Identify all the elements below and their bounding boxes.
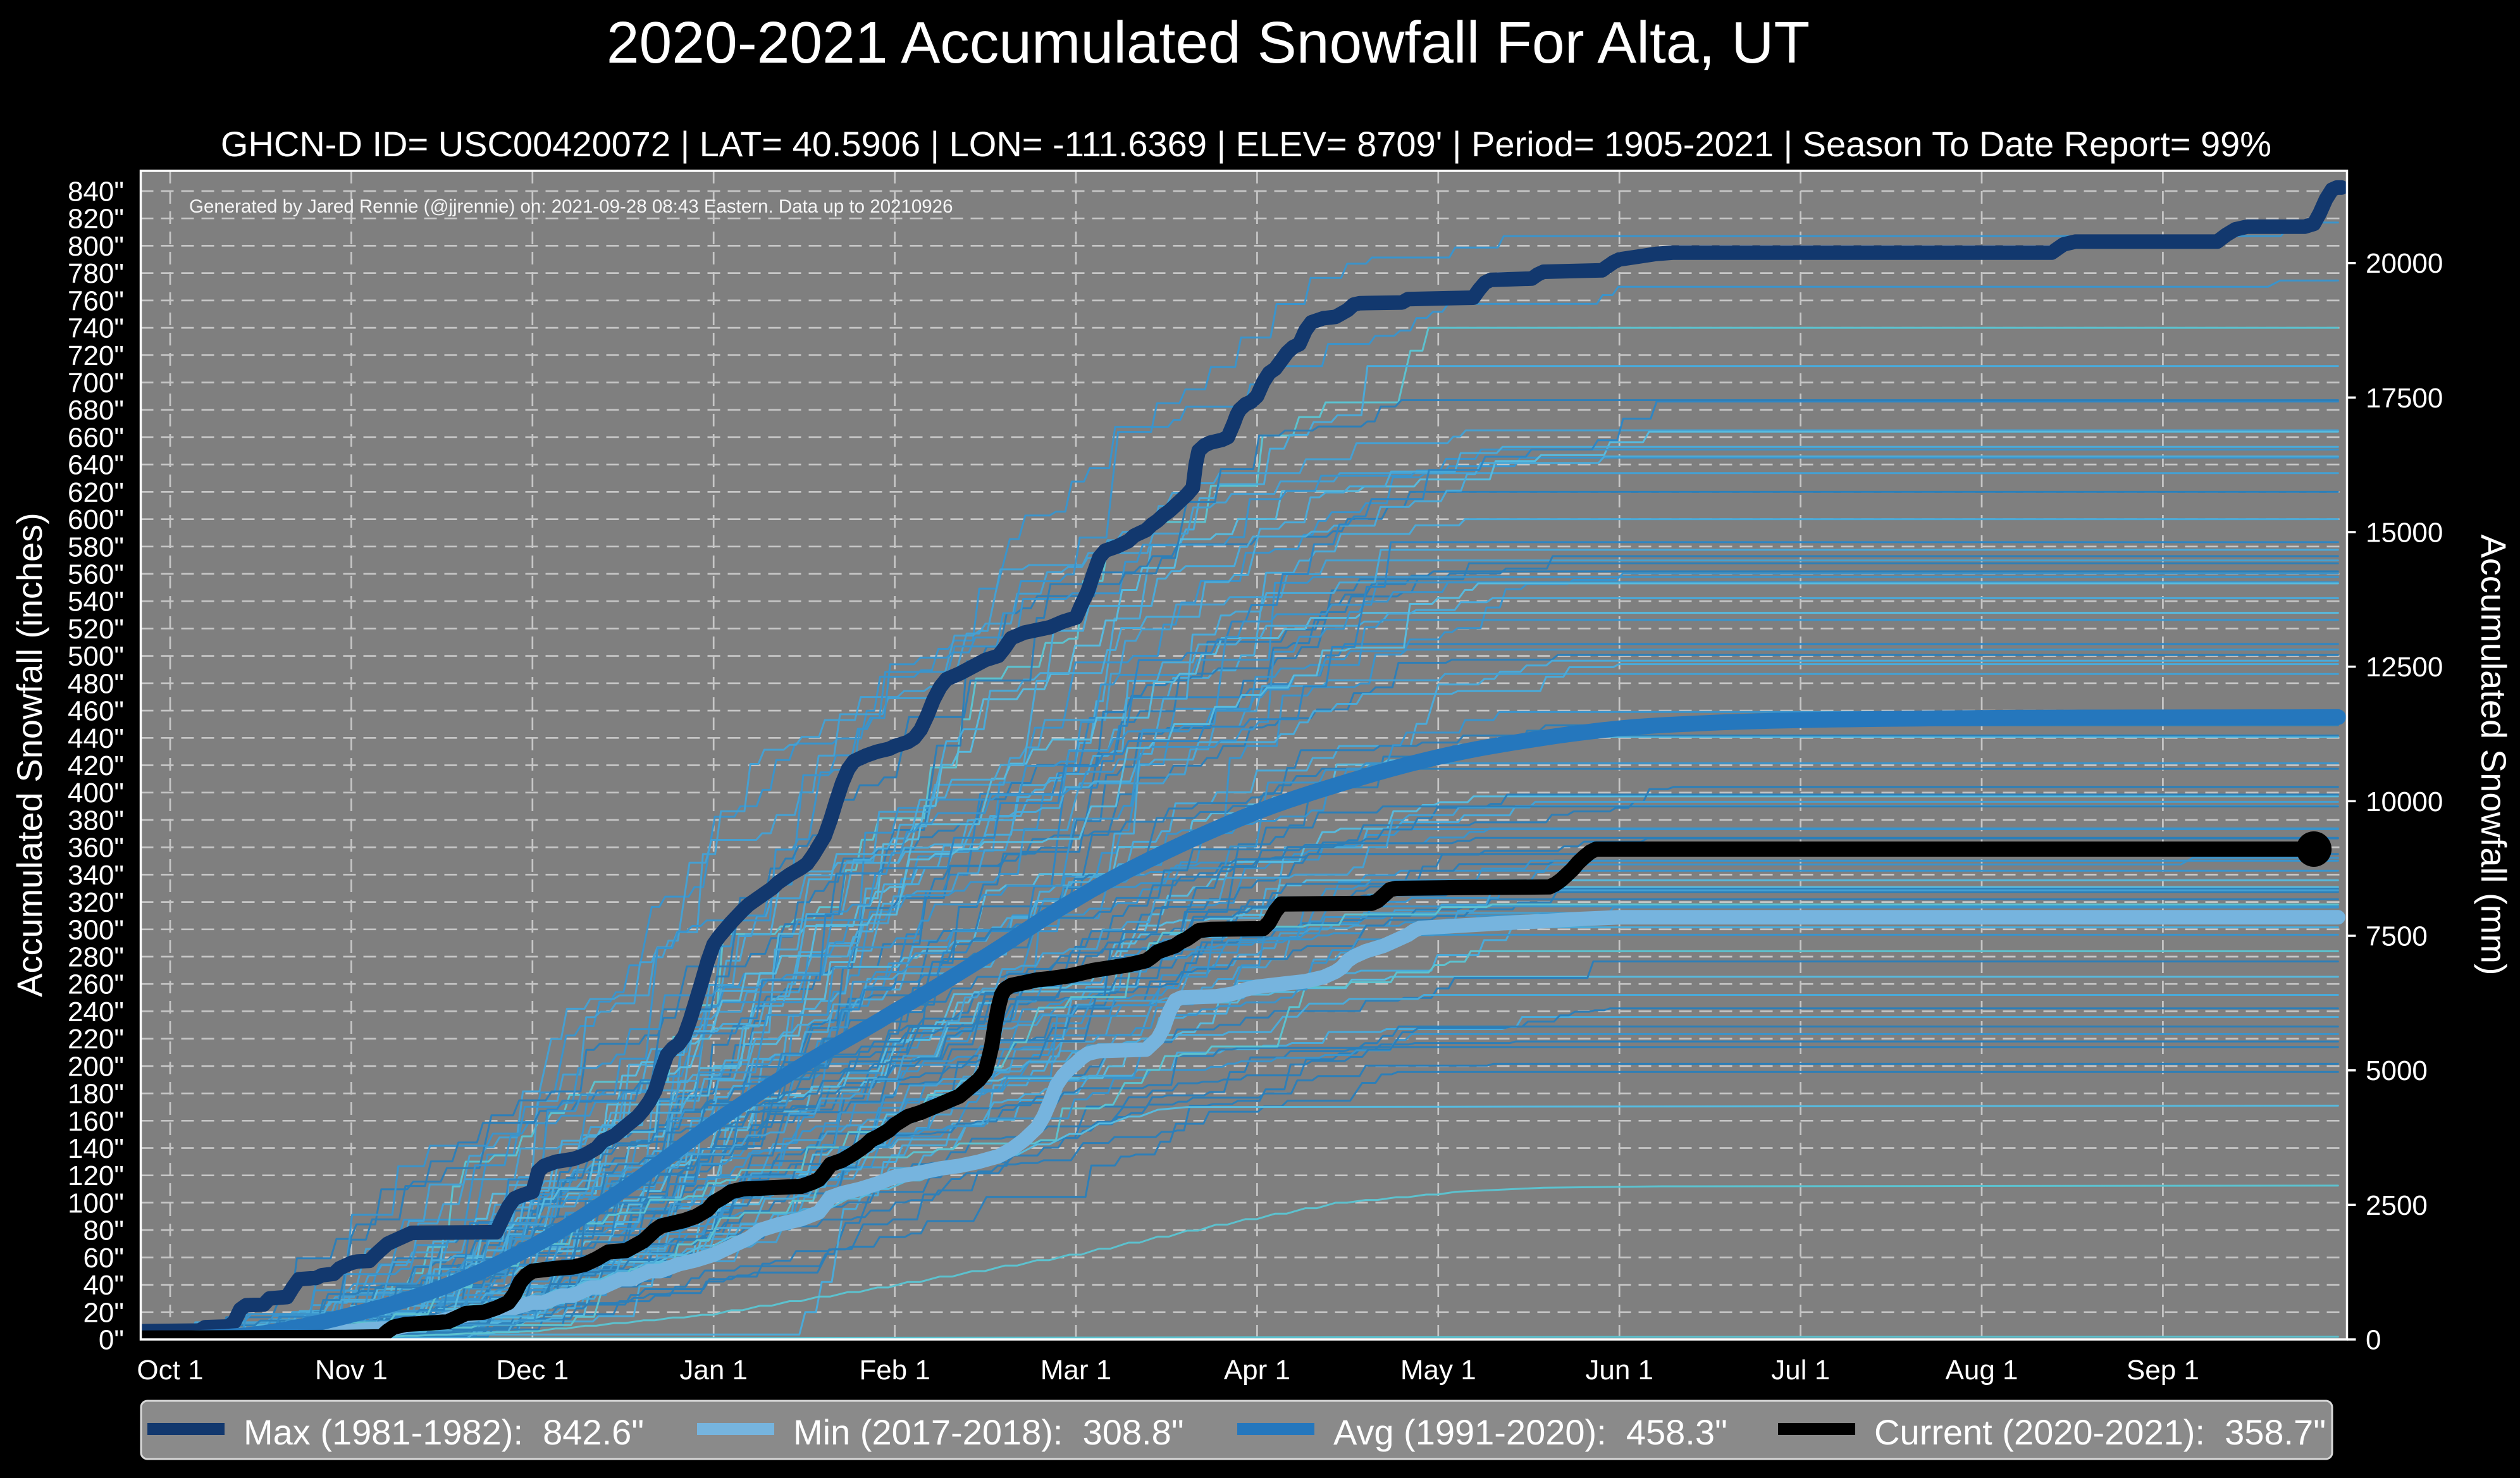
svg-text:Apr 1: Apr 1 (1224, 1355, 1290, 1386)
svg-text:40": 40" (83, 1270, 124, 1301)
svg-text:Aug 1: Aug 1 (1946, 1355, 2018, 1386)
svg-text:780": 780" (68, 258, 124, 289)
svg-text:Min (2017-2018): 308.8": Min (2017-2018): 308.8" (793, 1412, 1184, 1452)
svg-text:Feb 1: Feb 1 (859, 1355, 930, 1386)
svg-text:Dec 1: Dec 1 (496, 1355, 569, 1386)
svg-text:80": 80" (83, 1215, 124, 1246)
svg-text:420": 420" (68, 750, 124, 781)
svg-text:820": 820" (68, 204, 124, 235)
svg-text:Generated by Jared Rennie (@jj: Generated by Jared Rennie (@jjrennie) on… (189, 196, 953, 217)
svg-text:12500: 12500 (2366, 652, 2443, 683)
svg-text:0: 0 (2366, 1325, 2381, 1356)
svg-text:160": 160" (68, 1106, 124, 1137)
svg-text:440": 440" (68, 723, 124, 754)
svg-text:760": 760" (68, 285, 124, 316)
svg-text:GHCN-D ID= USC00420072 | LAT=: GHCN-D ID= USC00420072 | LAT= 40.5906 | … (221, 124, 2271, 164)
svg-text:180": 180" (68, 1079, 124, 1110)
svg-text:May 1: May 1 (1400, 1355, 1476, 1386)
svg-text:Jun 1: Jun 1 (1585, 1355, 1653, 1386)
svg-text:380": 380" (68, 805, 124, 836)
svg-text:Nov 1: Nov 1 (315, 1355, 388, 1386)
svg-text:15000: 15000 (2366, 518, 2443, 549)
svg-text:2020-2021 Accumulated Snowfall: 2020-2021 Accumulated Snowfall For Alta,… (607, 9, 1810, 75)
svg-text:120": 120" (68, 1160, 124, 1191)
svg-text:Sep 1: Sep 1 (2127, 1355, 2199, 1386)
svg-text:Mar 1: Mar 1 (1041, 1355, 1111, 1386)
svg-text:Current (2020-2021): 358.7": Current (2020-2021): 358.7" (1874, 1412, 2326, 1452)
svg-text:540": 540" (68, 587, 124, 618)
svg-text:Accumulated Snowfall (inches): Accumulated Snowfall (inches) (9, 512, 49, 997)
svg-text:300": 300" (68, 914, 124, 945)
svg-text:800": 800" (68, 231, 124, 262)
svg-text:5000: 5000 (2366, 1055, 2428, 1086)
svg-text:7500: 7500 (2366, 921, 2428, 952)
svg-text:100": 100" (68, 1188, 124, 1219)
svg-text:Avg (1991-2020): 458.3": Avg (1991-2020): 458.3" (1333, 1412, 1727, 1452)
svg-text:Jul 1: Jul 1 (1771, 1355, 1830, 1386)
svg-text:260": 260" (68, 969, 124, 1000)
svg-text:500": 500" (68, 641, 124, 672)
svg-text:700": 700" (68, 368, 124, 399)
svg-text:640": 640" (68, 450, 124, 481)
svg-text:140": 140" (68, 1133, 124, 1164)
svg-text:17500: 17500 (2366, 383, 2443, 414)
svg-text:660": 660" (68, 422, 124, 453)
svg-text:200": 200" (68, 1051, 124, 1082)
svg-text:620": 620" (68, 477, 124, 508)
svg-text:0": 0" (99, 1325, 124, 1356)
svg-text:Jan 1: Jan 1 (679, 1355, 748, 1386)
svg-text:20": 20" (83, 1297, 124, 1328)
svg-text:Max (1981-1982): 842.6": Max (1981-1982): 842.6" (244, 1412, 644, 1452)
svg-text:60": 60" (83, 1243, 124, 1274)
svg-text:Accumulated Snowfall (mm): Accumulated Snowfall (mm) (2474, 534, 2514, 975)
svg-text:460": 460" (68, 696, 124, 727)
svg-text:600": 600" (68, 504, 124, 535)
svg-text:400": 400" (68, 778, 124, 809)
svg-text:480": 480" (68, 668, 124, 699)
svg-text:10000: 10000 (2366, 786, 2443, 817)
svg-text:2500: 2500 (2366, 1190, 2428, 1221)
svg-text:20000: 20000 (2366, 248, 2443, 279)
svg-text:560": 560" (68, 559, 124, 590)
svg-text:740": 740" (68, 313, 124, 344)
svg-text:520": 520" (68, 614, 124, 645)
svg-text:720": 720" (68, 340, 124, 371)
svg-text:220": 220" (68, 1024, 124, 1055)
svg-text:680": 680" (68, 395, 124, 426)
svg-text:280": 280" (68, 942, 124, 973)
svg-text:340": 340" (68, 860, 124, 891)
svg-text:360": 360" (68, 833, 124, 864)
svg-text:240": 240" (68, 997, 124, 1028)
svg-text:840": 840" (68, 177, 124, 208)
svg-text:320": 320" (68, 887, 124, 918)
svg-text:Oct 1: Oct 1 (137, 1355, 203, 1386)
svg-text:580": 580" (68, 531, 124, 562)
